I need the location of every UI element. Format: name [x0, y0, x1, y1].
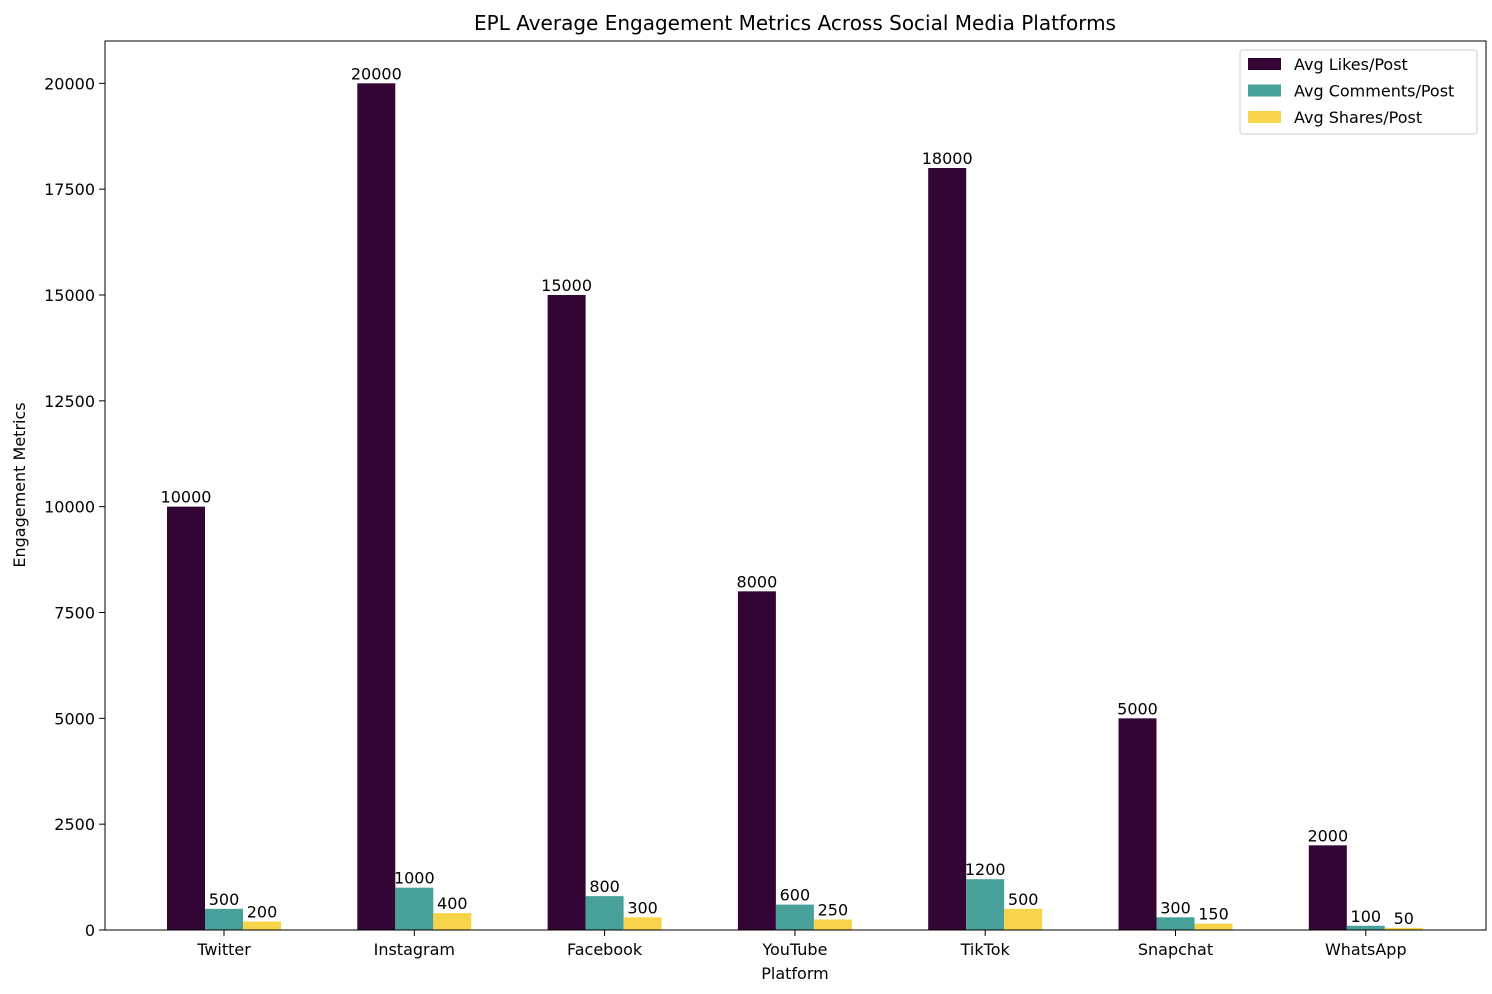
bar: [395, 887, 434, 930]
bar-value-label: 50: [1394, 909, 1414, 928]
bar: [1308, 845, 1347, 930]
bar: [1156, 917, 1195, 930]
bar: [433, 913, 472, 930]
y-tick-label: 0: [85, 921, 95, 940]
y-tick-label: 5000: [54, 709, 95, 728]
bar: [928, 168, 967, 930]
legend-box: [1239, 49, 1478, 135]
y-tick-label: 15000: [44, 286, 95, 305]
bar-value-label: 800: [589, 877, 620, 896]
bar-value-label: 200: [247, 903, 278, 922]
bar-value-label: 2000: [1307, 826, 1348, 845]
bar-value-label: 18000: [922, 149, 973, 168]
bar-value-label: 250: [818, 900, 849, 919]
bar-value-label: 20000: [351, 64, 402, 83]
legend: Avg Likes/Post Avg Comments/Post Avg Share…: [1239, 49, 1478, 135]
x-tick-label: TikTok: [960, 940, 1011, 959]
bar: [243, 921, 281, 930]
x-tick-label: Instagram: [374, 940, 455, 959]
chart-title: EPL Average Engagement Metrics Across So…: [474, 11, 1116, 35]
bar: [1004, 908, 1043, 930]
bar: [1194, 923, 1233, 930]
y-tick-label: 7500: [54, 604, 95, 623]
bar: [813, 919, 852, 930]
bar: [1118, 718, 1157, 930]
bar: [623, 917, 662, 930]
bar-value-label: 500: [1008, 890, 1039, 909]
bar: [1384, 927, 1423, 930]
y-tick-label: 17500: [44, 180, 95, 199]
bar-value-label: 10000: [161, 488, 212, 507]
bar-value-label: 8000: [737, 572, 778, 591]
plot-area: 0 2500 5000 7500 10000 12500 15000 17500 20000 Tw…: [44, 64, 1423, 959]
x-tick-label: Snapchat: [1138, 940, 1213, 959]
bar-value-label: 100: [1351, 907, 1382, 926]
bar-value-label: 1200: [965, 860, 1006, 879]
legend-swatch: [1248, 58, 1281, 70]
x-tick-label: WhatsApp: [1325, 940, 1407, 959]
y-tick-label: 10000: [44, 498, 95, 517]
bar: [167, 506, 205, 930]
bar-value-label: 400: [437, 894, 468, 913]
bar-value-label: 600: [780, 886, 811, 905]
bar: [585, 896, 624, 930]
y-tick-label: 20000: [44, 74, 95, 93]
y-tick-label: 12500: [44, 392, 95, 411]
bar: [1346, 925, 1385, 930]
plot-frame: [104, 40, 1487, 931]
bar-value-label: 150: [1198, 905, 1229, 924]
y-axis-label: Engagement Metrics: [10, 402, 29, 567]
legend-swatch: [1248, 84, 1281, 97]
x-axis-label: Platform: [761, 964, 828, 983]
legend-label: Avg Shares/Post: [1294, 108, 1422, 127]
bar: [737, 591, 776, 930]
bar-value-label: 1000: [394, 869, 435, 888]
bar: [205, 908, 243, 930]
bar-value-label: 300: [627, 898, 658, 917]
bar: [547, 295, 586, 930]
bar: [775, 904, 814, 930]
bar-value-label: 500: [209, 890, 240, 909]
x-tick-label: YouTube: [761, 940, 827, 959]
bar-value-label: 15000: [541, 276, 592, 295]
bar-value-label: 300: [1160, 898, 1191, 917]
x-tick-label: Facebook: [567, 940, 643, 959]
legend-swatch: [1248, 111, 1281, 123]
bar-value-label: 5000: [1117, 699, 1158, 718]
bar: [966, 879, 1005, 930]
legend-label: Avg Likes/Post: [1294, 55, 1408, 74]
x-tick-label: Twitter: [196, 940, 251, 959]
legend-label: Avg Comments/Post: [1294, 82, 1454, 101]
bar: [357, 83, 396, 931]
y-tick-label: 2500: [54, 815, 95, 834]
